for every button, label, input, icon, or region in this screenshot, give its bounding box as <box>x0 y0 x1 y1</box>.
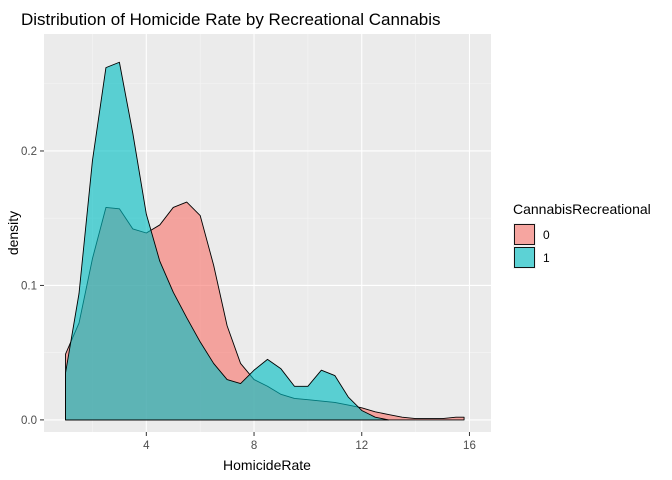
legend-entries: 01 <box>513 223 550 269</box>
legend-title: CannabisRecreational <box>513 201 651 217</box>
y-tick-label: 0.1 <box>21 280 37 292</box>
x-tick-label: 16 <box>463 440 476 452</box>
y-tick-labels: 0.0 0.1 0.2 <box>21 146 37 427</box>
y-tick-label: 0.2 <box>21 146 37 158</box>
legend-label: 0 <box>543 228 550 242</box>
legend-key-swatch-1 <box>514 247 535 268</box>
legend: CannabisRecreational 01 <box>513 201 651 269</box>
legend-label: 1 <box>543 251 550 265</box>
density-area-series-1 <box>65 61 390 421</box>
x-tick-label: 12 <box>355 440 368 452</box>
chart-title: Distribution of Homicide Rate by Recreat… <box>21 10 441 29</box>
x-tick-label: 8 <box>251 440 257 452</box>
x-axis-title: HomicideRate <box>223 457 311 473</box>
y-tick-label: 0.0 <box>21 415 37 427</box>
x-tick-labels: 4 8 12 16 <box>143 440 476 452</box>
legend-key-swatch-0 <box>514 224 535 245</box>
y-axis-title: density <box>5 211 21 255</box>
axis-ticks <box>40 150 470 436</box>
density-areas <box>65 61 465 421</box>
x-tick-label: 4 <box>143 440 150 452</box>
